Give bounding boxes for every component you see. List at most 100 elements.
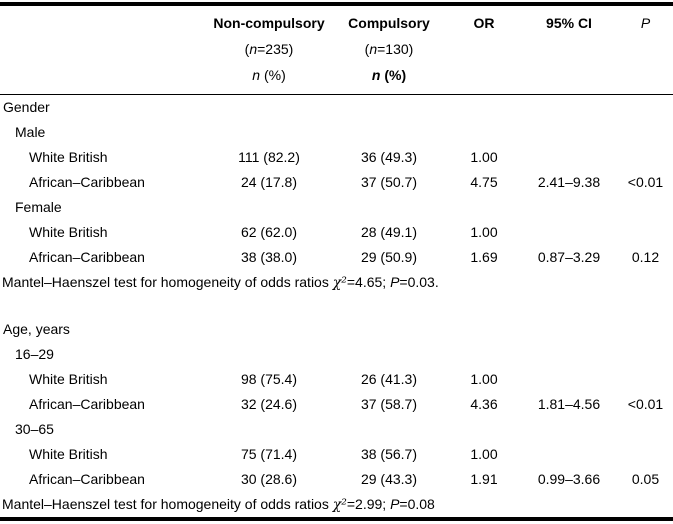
c-value: 37 (50.7) [360,174,418,190]
row-label: Female [15,199,62,215]
or-value [448,317,520,342]
ci-value: 1.81–4.56 [537,396,601,412]
nc-value [208,317,330,342]
row-label: White British [29,224,108,240]
c-value [330,95,448,120]
p-value-text: =0.08 [399,496,435,512]
ci-value [520,195,618,220]
c-value: 36 (49.3) [360,149,418,165]
p-value [618,220,673,245]
col-header-or: OR [473,15,495,31]
ci-value [520,442,618,467]
c-value: 28 (49.1) [360,224,418,240]
or-value: 4.36 [470,396,498,412]
table-header: Non-compulsory (n=235) n (%) Compulsory … [0,6,673,94]
c-value [330,417,448,442]
ci-value [520,367,618,392]
row-label: African–Caribbean [29,249,145,265]
col-header-p: P [640,15,651,31]
chi-square-symbol: χ² [332,275,347,291]
p-value [618,95,673,120]
header-rule [0,94,673,95]
nc-value: 38 (38.0) [240,249,298,265]
footnote-mantel-haenszel-gender: Mantel–Haenszel test for homogeneity of … [0,270,673,295]
c-value: 37 (58.7) [360,396,418,412]
p-value [618,317,673,342]
ci-value [520,317,618,342]
p-value [618,145,673,170]
c-value [330,317,448,342]
or-value: 1.00 [470,446,498,462]
row-label: 30–65 [15,421,54,437]
noncompulsory-npct: n (%) [252,67,286,83]
nc-value [208,417,330,442]
or-value [448,95,520,120]
row-male-african-caribbean: African–Caribbean 24 (17.8) 37 (50.7) 4.… [0,170,673,195]
noncompulsory-n: (n=235) [244,41,294,57]
chi-square-value: =4.65; [346,274,391,290]
nc-value [208,195,330,220]
col-header-noncompulsory: Non-compulsory (n=235) n (%) [208,10,330,88]
row-label: Age, years [3,321,70,337]
compulsory-title: Compulsory [348,15,430,31]
nc-value [208,95,330,120]
c-value: 26 (41.3) [360,371,418,387]
footnote-text: Mantel–Haenszel test for homogeneity of … [2,496,333,512]
row-female-african-caribbean: African–Caribbean 38 (38.0) 29 (50.9) 1.… [0,245,673,270]
p-value [618,120,673,145]
row-30-65-white-british: White British 75 (71.4) 38 (56.7) 1.00 [0,442,673,467]
row-30-65-african-caribbean: African–Caribbean 30 (28.6) 29 (43.3) 1.… [0,467,673,492]
ci-value: 0.87–3.29 [537,249,601,265]
p-value-text: =0.03. [399,274,439,290]
nc-value: 32 (24.6) [240,396,298,412]
p-value [618,442,673,467]
p-value [618,195,673,220]
p-label: P [390,274,400,290]
row-label: White British [29,446,108,462]
c-value [330,120,448,145]
row-female-white-british: White British 62 (62.0) 28 (49.1) 1.00 [0,220,673,245]
or-value: 1.00 [470,149,498,165]
col-header-ci: 95% CI [546,15,592,31]
ci-value [520,417,618,442]
c-value [330,195,448,220]
compulsory-n: (n=130) [364,41,414,57]
row-female: Female [0,195,673,220]
ci-value [520,120,618,145]
nc-value: 75 (71.4) [240,446,298,462]
col-header-compulsory: Compulsory (n=130) n (%) [330,10,448,88]
row-16-29-white-british: White British 98 (75.4) 26 (41.3) 1.00 [0,367,673,392]
row-label: Male [15,124,46,140]
row-gender: Gender [0,95,673,120]
p-value: <0.01 [627,174,664,190]
section-spacer [0,295,673,317]
chi-square-value: =2.99; [346,496,391,512]
footnote-text: Mantel–Haenszel test for homogeneity of … [2,274,333,290]
row-16-29-african-caribbean: African–Caribbean 32 (24.6) 37 (58.7) 4.… [0,392,673,417]
ci-value [520,220,618,245]
row-label: White British [29,149,108,165]
or-value: 1.69 [470,249,498,265]
table-top-rule [0,2,673,6]
row-age-years: Age, years [0,317,673,342]
chi-square-symbol: χ² [332,497,347,513]
p-value: 0.05 [631,471,660,487]
nc-value: 98 (75.4) [240,371,298,387]
or-value: 1.00 [470,371,498,387]
ci-value [520,342,618,367]
row-age-16-29: 16–29 [0,342,673,367]
c-value: 29 (50.9) [360,249,418,265]
p-value [618,417,673,442]
table-bottom-rule [0,517,673,521]
or-value: 4.75 [470,174,498,190]
nc-value [208,120,330,145]
c-value [330,342,448,367]
footnote-mantel-haenszel-age: Mantel–Haenszel test for homogeneity of … [0,492,673,517]
row-label: Gender [3,99,50,115]
or-value [448,120,520,145]
row-label: White British [29,371,108,387]
row-age-30-65: 30–65 [0,417,673,442]
nc-value: 62 (62.0) [240,224,298,240]
or-value: 1.00 [470,224,498,240]
